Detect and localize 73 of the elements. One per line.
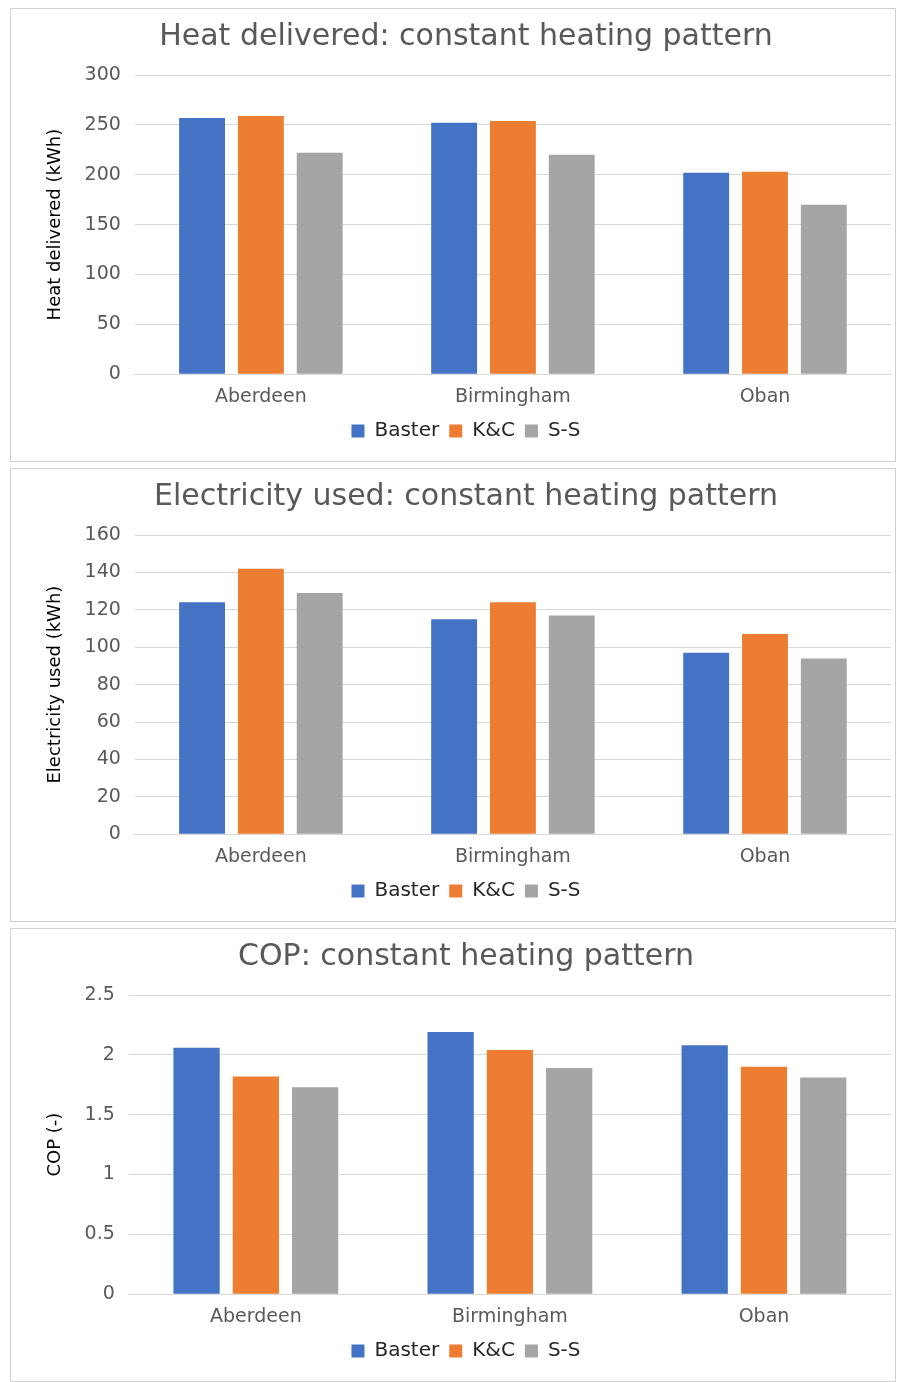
- y-tick-label: 0: [108, 361, 121, 384]
- bar: [548, 154, 595, 374]
- y-tick-label: 80: [96, 671, 121, 694]
- y-tick-label: 0.5: [84, 1221, 115, 1244]
- y-tick-label: 0: [102, 1281, 115, 1304]
- bar: [800, 1077, 847, 1294]
- legend-label: K&C: [472, 417, 515, 442]
- bar: [681, 1045, 728, 1294]
- bar: [800, 658, 847, 834]
- bar: [431, 122, 478, 374]
- y-tick-label: 140: [84, 559, 121, 582]
- x-tick-label: Oban: [739, 383, 791, 406]
- y-tick-label: 160: [84, 521, 121, 544]
- bar: [427, 1032, 474, 1294]
- x-tick-label: Aberdeen: [215, 843, 307, 866]
- y-tick-label: 200: [84, 161, 121, 184]
- y-axis-title: Heat delivered (kWh): [43, 128, 65, 321]
- y-tick-label: 150: [84, 211, 121, 234]
- bar: [546, 1068, 593, 1294]
- bar: [683, 172, 730, 374]
- bar: [486, 1050, 534, 1294]
- bar: [548, 615, 595, 834]
- y-axis-title: Electricity used (kWh): [43, 585, 65, 784]
- legend-label: K&C: [472, 1337, 515, 1362]
- bar: [431, 619, 478, 834]
- y-tick-label: 120: [84, 596, 121, 619]
- bar: [237, 115, 284, 374]
- bar: [237, 568, 284, 834]
- bar: [740, 1066, 788, 1294]
- x-tick-label: Aberdeen: [209, 1303, 302, 1326]
- legend-label: S-S: [547, 877, 581, 902]
- legend-label: Baster: [374, 417, 441, 442]
- y-tick-label: 0: [108, 821, 121, 844]
- bar: [683, 652, 730, 834]
- legend-label: S-S: [547, 417, 581, 442]
- y-tick-label: 1: [102, 1161, 115, 1184]
- bar: [742, 171, 788, 374]
- y-tick-label: 1.5: [84, 1101, 115, 1124]
- bar: [179, 602, 226, 834]
- bar: [296, 592, 343, 834]
- bar: [800, 204, 847, 374]
- chart-title: Electricity used: constant heating pattern: [153, 476, 779, 512]
- bar: [742, 634, 788, 834]
- y-tick-label: 20: [96, 783, 121, 806]
- y-tick-label: 60: [96, 708, 121, 731]
- y-tick-label: 100: [84, 634, 121, 657]
- x-tick-label: Birmingham: [455, 383, 571, 406]
- bar: [232, 1076, 279, 1294]
- y-tick-label: 300: [84, 61, 121, 84]
- x-tick-label: Oban: [738, 1303, 790, 1326]
- legend-label: S-S: [547, 1337, 581, 1362]
- y-tick-label: 250: [84, 111, 121, 134]
- y-tick-label: 2: [102, 1041, 115, 1064]
- legend-label: Baster: [374, 1337, 441, 1362]
- bar: [296, 152, 343, 374]
- bar: [292, 1087, 339, 1294]
- legend-label: Baster: [374, 877, 441, 902]
- x-tick-label: Oban: [739, 843, 791, 866]
- y-tick-label: 40: [96, 746, 121, 769]
- bar: [179, 117, 226, 374]
- chart-title: COP: constant heating pattern: [237, 936, 695, 972]
- x-tick-label: Birmingham: [451, 1303, 568, 1326]
- y-tick-label: 2.5: [84, 981, 115, 1004]
- x-tick-label: Aberdeen: [215, 383, 307, 406]
- legend-label: K&C: [472, 877, 515, 902]
- bar: [173, 1047, 220, 1294]
- x-tick-label: Birmingham: [455, 843, 571, 866]
- bar: [490, 602, 536, 834]
- y-axis-title: COP (-): [43, 1112, 65, 1177]
- y-tick-label: 50: [96, 311, 121, 334]
- y-tick-label: 100: [84, 261, 121, 284]
- bar: [490, 120, 536, 374]
- chart-title: Heat delivered: constant heating pattern: [159, 16, 773, 52]
